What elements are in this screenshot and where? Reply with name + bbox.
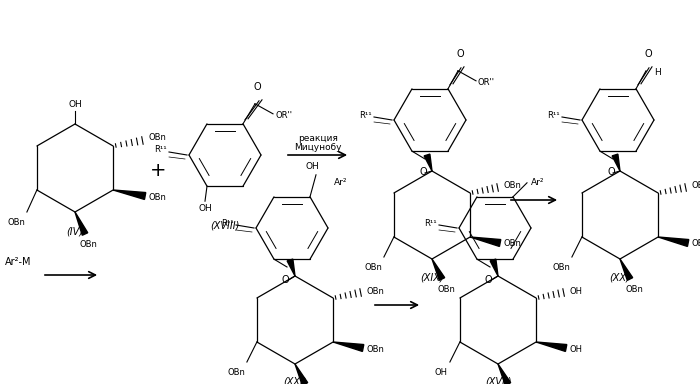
Text: Ar²-M: Ar²-M: [5, 257, 32, 267]
Text: OBn: OBn: [503, 240, 521, 248]
Text: OBn: OBn: [7, 218, 25, 227]
Text: (XVIII): (XVIII): [210, 220, 239, 230]
Polygon shape: [113, 190, 146, 199]
Text: OBn: OBn: [691, 240, 700, 248]
Text: OBn: OBn: [366, 344, 384, 354]
Text: R¹¹: R¹¹: [424, 218, 437, 227]
Polygon shape: [287, 259, 295, 276]
Text: OBn: OBn: [437, 285, 455, 294]
Text: OBn: OBn: [503, 182, 521, 190]
Polygon shape: [295, 364, 308, 384]
Text: +: +: [150, 161, 167, 179]
Text: реакция: реакция: [298, 134, 338, 143]
Text: OH: OH: [198, 204, 212, 213]
Text: O: O: [419, 167, 427, 177]
Text: (IV): (IV): [66, 226, 83, 236]
Polygon shape: [75, 212, 88, 235]
Text: Ar²: Ar²: [334, 178, 347, 187]
Text: OH: OH: [305, 162, 319, 171]
Text: OBn: OBn: [366, 286, 384, 296]
Text: O: O: [281, 275, 289, 285]
Text: OBn: OBn: [552, 263, 570, 272]
Text: OBn: OBn: [148, 134, 166, 142]
Text: OR'': OR'': [478, 78, 495, 87]
Text: H: H: [654, 68, 661, 77]
Text: O: O: [253, 82, 261, 92]
Polygon shape: [498, 364, 511, 384]
Polygon shape: [658, 237, 689, 247]
Text: (XIX): (XIX): [420, 273, 444, 283]
Text: (XXI): (XXI): [284, 377, 307, 384]
Text: Мицунобу: Мицунобу: [294, 143, 342, 152]
Text: R¹¹: R¹¹: [547, 111, 560, 119]
Text: OBn: OBn: [691, 182, 700, 190]
Polygon shape: [470, 237, 500, 247]
Text: (XX): (XX): [610, 273, 631, 283]
Text: OH: OH: [435, 368, 448, 377]
Polygon shape: [432, 259, 444, 280]
Polygon shape: [620, 259, 633, 280]
Text: R¹¹: R¹¹: [155, 146, 167, 154]
Text: (XVII): (XVII): [484, 377, 511, 384]
Text: OBn: OBn: [148, 194, 166, 202]
Text: OBn: OBn: [625, 285, 643, 294]
Text: OBn: OBn: [227, 368, 245, 377]
Text: OH: OH: [569, 286, 582, 296]
Text: O: O: [607, 167, 615, 177]
Polygon shape: [424, 154, 432, 171]
Text: OH: OH: [68, 100, 82, 109]
Polygon shape: [490, 259, 498, 276]
Text: OR'': OR'': [275, 111, 292, 120]
Text: R¹¹: R¹¹: [221, 218, 234, 227]
Text: Ar²: Ar²: [531, 178, 545, 187]
Text: O: O: [484, 275, 492, 285]
Text: OBn: OBn: [80, 240, 98, 249]
Text: O: O: [644, 49, 652, 59]
Polygon shape: [333, 342, 364, 351]
Polygon shape: [536, 342, 567, 351]
Text: R¹¹: R¹¹: [359, 111, 372, 119]
Text: OH: OH: [569, 344, 582, 354]
Polygon shape: [612, 154, 620, 171]
Text: OBn: OBn: [364, 263, 382, 272]
Text: O: O: [456, 49, 464, 59]
